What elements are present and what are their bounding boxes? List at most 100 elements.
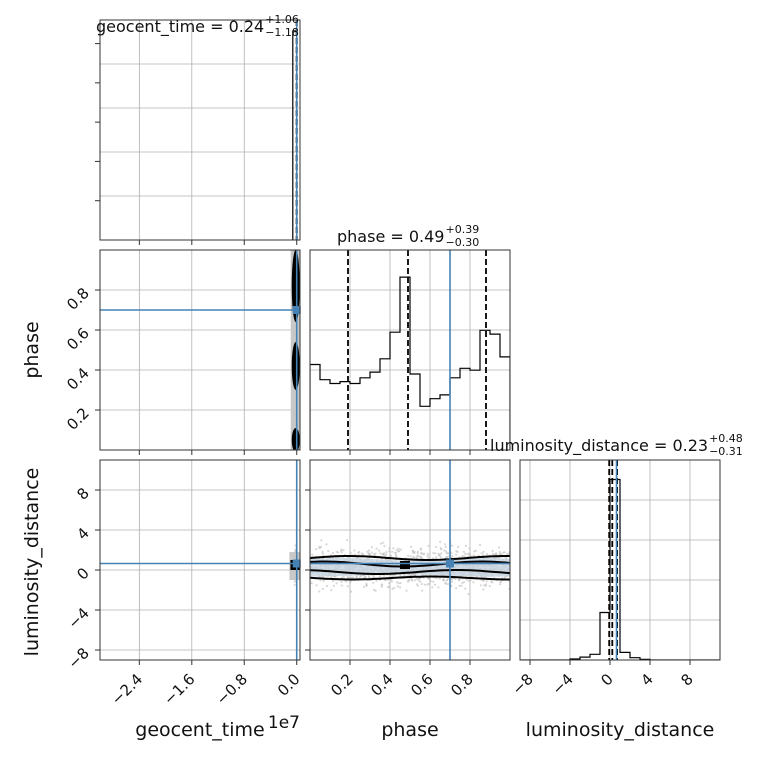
- panel-title-luminosity_distance: luminosity_distance = 0.23 +0.48−0.31: [490, 432, 743, 458]
- x-tick-label: 0.0: [274, 670, 304, 700]
- scatter-point: [450, 551, 453, 554]
- scatter-point: [455, 550, 458, 553]
- scatter-point: [421, 583, 424, 586]
- scatter-point: [352, 576, 355, 579]
- axis-multiplier-label: 1e7: [268, 713, 300, 733]
- scatter-point: [506, 553, 509, 556]
- scatter-point: [366, 550, 369, 553]
- scatter-point: [382, 574, 386, 577]
- scatter-point: [480, 552, 483, 555]
- scatter-point: [378, 549, 381, 552]
- panel-background: [100, 460, 300, 660]
- y-tick-label: 0.8: [63, 284, 93, 314]
- scatter-point: [318, 590, 321, 593]
- scatter-point: [491, 549, 494, 553]
- scatter-point: [374, 589, 377, 592]
- scatter-point: [339, 549, 343, 552]
- scatter-point: [498, 556, 501, 559]
- scatter-point: [382, 541, 385, 544]
- scatter-point: [393, 586, 396, 590]
- scatter-point: [365, 582, 368, 585]
- scatter-point: [363, 585, 366, 588]
- scatter-point: [437, 552, 440, 555]
- scatter-point: [419, 580, 422, 583]
- scatter-point: [374, 552, 377, 555]
- panel-frame: [99, 249, 301, 451]
- scatter-point: [325, 543, 328, 546]
- scatter-point: [337, 551, 340, 554]
- truth-marker: [292, 559, 301, 568]
- scatter-point: [365, 584, 368, 587]
- x-tick-label: −0.8: [213, 670, 251, 708]
- scatter-point: [411, 579, 414, 582]
- scatter-point: [463, 555, 466, 558]
- scatter-point: [379, 542, 383, 545]
- scatter-point: [439, 547, 442, 550]
- panel-geocent_time-vs-geocent_time: [100, 20, 300, 240]
- y-tick-label: −4: [64, 604, 92, 632]
- scatter-point: [467, 592, 470, 596]
- scatter-point: [388, 550, 391, 553]
- scatter-point: [488, 585, 491, 588]
- x-tick-label: 4: [637, 670, 656, 689]
- scatter-point: [390, 580, 393, 583]
- panel-luminosity_distance-vs-geocent_time: [100, 460, 300, 660]
- scatter-point: [340, 584, 343, 587]
- scatter-point: [439, 540, 442, 544]
- scatter-point: [421, 589, 424, 592]
- title-text: phase = 0.49: [337, 227, 444, 246]
- y-tick-label: 0: [73, 564, 92, 583]
- scatter-point: [385, 551, 388, 554]
- scatter-point: [485, 553, 489, 556]
- scatter-point: [472, 581, 475, 584]
- scatter-point: [321, 587, 324, 591]
- scatter-point: [427, 544, 430, 548]
- scatter-point: [466, 552, 469, 556]
- y-tick-label: 8: [73, 484, 92, 503]
- panel-frame: [99, 19, 301, 241]
- scatter-point: [346, 585, 349, 588]
- panel-frame: [99, 459, 301, 661]
- scatter-point: [388, 547, 391, 550]
- scatter-point: [461, 554, 464, 558]
- scatter-point: [408, 578, 411, 582]
- scatter-point: [342, 549, 345, 552]
- scatter-point: [435, 556, 438, 559]
- x-tick-label: 0.2: [327, 670, 357, 700]
- scatter-point: [315, 548, 318, 551]
- x-tick-label: −2.4: [108, 670, 146, 708]
- contour-line: [310, 575, 510, 581]
- density-phase-vs-geocent_time: [290, 250, 300, 450]
- scatter-point: [370, 551, 373, 554]
- scatter-point: [455, 587, 458, 590]
- scatter-point: [391, 550, 394, 553]
- scatter-point: [435, 545, 438, 549]
- scatter-point: [327, 549, 330, 553]
- scatter-point: [311, 553, 314, 556]
- scatter-point: [332, 579, 335, 583]
- scatter-point: [444, 545, 447, 549]
- panel-phase-vs-geocent_time: [100, 250, 300, 450]
- scatter-point: [431, 586, 434, 589]
- scatter-point: [417, 554, 420, 557]
- scatter-point: [379, 552, 382, 555]
- y-tick-label: −8: [64, 644, 92, 672]
- scatter-point: [458, 584, 461, 587]
- scatter-point: [446, 578, 449, 581]
- y-axis-label-phase: phase: [21, 321, 43, 378]
- scatter-point: [370, 546, 373, 549]
- scatter-point: [315, 584, 318, 587]
- scatter-point: [450, 544, 453, 547]
- scatter-point: [424, 583, 427, 586]
- x-tick-label: 0.8: [447, 670, 477, 700]
- scatter-point: [469, 579, 472, 582]
- y-axis-label-luminosity_distance: luminosity_distance: [21, 468, 43, 657]
- panel-frame: [309, 249, 511, 451]
- scatter-point: [396, 585, 399, 588]
- scatter-point: [443, 549, 446, 552]
- scatter-point: [482, 550, 485, 554]
- x-axis-label-phase: phase: [381, 719, 438, 741]
- density-luminosity_distance-vs-phase: [310, 539, 510, 596]
- panel-title-phase: phase = 0.49 +0.39−0.30: [337, 223, 479, 249]
- title-text: luminosity_distance = 0.23: [490, 436, 708, 456]
